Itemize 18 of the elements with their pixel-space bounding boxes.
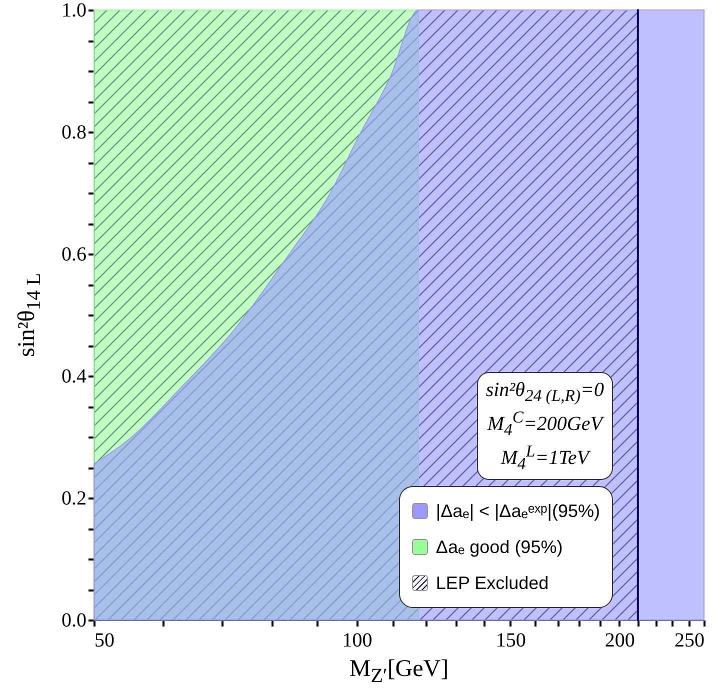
y-tick-label: 1.0 xyxy=(62,0,86,22)
x-tick-label: 100 xyxy=(342,630,372,652)
y-tick-label: 0.2 xyxy=(62,488,86,510)
annotation: sin²θ$_{24 (L,R)}$=0 xyxy=(486,378,604,405)
annotation: M$_{4}$$^{L}$=1TeV xyxy=(500,442,589,474)
x-tick-label: 250 xyxy=(674,630,704,652)
x-axis-title: M$_{Z′}$[GeV] xyxy=(349,656,449,688)
y-tick-label: 0.0 xyxy=(62,610,86,632)
y-tick-label: 0.4 xyxy=(62,366,86,388)
legend-label: |Δaₑ| < |Δaₑᵉˣᵖ|(95%) xyxy=(436,500,600,522)
x-tick-label: 150 xyxy=(496,630,526,652)
band-label: LEP Excluded xyxy=(436,572,549,594)
annotation: M$_{4}$$^{C}$=200GeV xyxy=(487,407,602,439)
x-tick-label: 200 xyxy=(604,630,635,652)
y-tick-label: 0.8 xyxy=(62,122,86,144)
y-tick-label: 0.6 xyxy=(62,244,86,266)
legend-label: Δaₑ good (95%) xyxy=(436,536,563,558)
x-tick-label: 50 xyxy=(94,630,114,652)
